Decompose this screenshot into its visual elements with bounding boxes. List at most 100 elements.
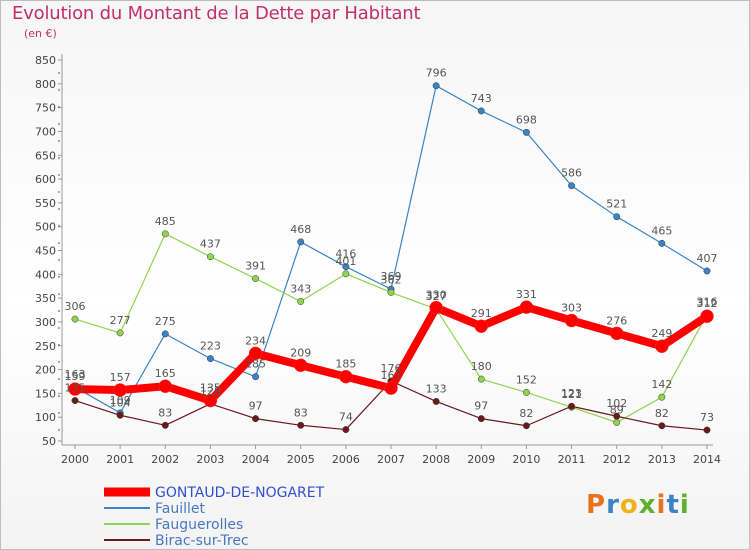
- data-point-fauguerolles: [387, 288, 395, 296]
- logo-letter: i: [679, 490, 690, 520]
- data-point-fauillet: [613, 213, 621, 221]
- data-label-birac-sur-trec: 83: [158, 406, 172, 419]
- data-point-gontaud-de-nogaret: [293, 358, 308, 373]
- data-point-gontaud-de-nogaret: [158, 379, 173, 393]
- data-label-birac-sur-trec: 97: [474, 400, 488, 413]
- data-point-fauillet: [522, 128, 530, 136]
- x-tick-label: 2007: [377, 453, 405, 466]
- x-tick-label: 2000: [61, 453, 89, 466]
- legend-label: GONTAUD-DE-NOGARET: [155, 485, 325, 501]
- data-point-fauillet: [703, 267, 711, 275]
- data-label-gontaud-de-nogaret: 234: [245, 334, 266, 347]
- y-tick-label: 650: [35, 149, 56, 162]
- logo-letter: o: [619, 490, 639, 520]
- logo-letter: i: [656, 490, 667, 520]
- data-label-fauguerolles: 401: [335, 255, 356, 268]
- data-point-fauguerolles: [116, 329, 124, 337]
- data-label-gontaud-de-nogaret: 209: [290, 346, 311, 359]
- data-point-fauillet: [161, 330, 169, 338]
- data-point-fauillet: [342, 263, 350, 271]
- data-label-fauillet: 109: [110, 394, 131, 407]
- data-point-fauguerolles: [252, 275, 260, 283]
- data-point-gontaud-de-nogaret: [68, 382, 82, 396]
- y-tick-label: 700: [35, 125, 56, 138]
- data-point-gontaud-de-nogaret: [384, 381, 398, 395]
- data-label-fauguerolles: 485: [155, 215, 176, 228]
- data-label-fauguerolles: 316: [697, 295, 718, 308]
- data-point-fauillet: [432, 82, 440, 90]
- data-label-birac-sur-trec: 83: [294, 406, 308, 419]
- data-label-fauguerolles: 152: [516, 373, 537, 386]
- y-tick-label: 150: [35, 387, 56, 400]
- data-label-fauillet: 521: [606, 198, 627, 211]
- data-point-fauguerolles: [613, 418, 621, 426]
- data-point-fauguerolles: [161, 230, 169, 238]
- data-label-birac-sur-trec: 74: [339, 411, 353, 424]
- data-label-fauguerolles: 121: [561, 388, 582, 401]
- data-point-gontaud-de-nogaret: [203, 393, 218, 408]
- data-label-fauguerolles: 180: [471, 360, 492, 373]
- y-tick-label: 600: [35, 173, 56, 186]
- data-label-gontaud-de-nogaret: 331: [516, 288, 537, 301]
- data-point-fauillet: [658, 239, 666, 247]
- x-tick-label: 2003: [196, 453, 224, 466]
- data-label-gontaud-de-nogaret: 165: [155, 367, 176, 380]
- data-label-gontaud-de-nogaret: 185: [335, 358, 356, 371]
- y-tick-label: 750: [35, 102, 56, 115]
- data-label-gontaud-de-nogaret: 157: [110, 371, 131, 384]
- data-point-gontaud-de-nogaret: [564, 313, 579, 328]
- data-label-birac-sur-trec: 102: [606, 397, 627, 410]
- proxiti-logo: Proxiti: [586, 490, 690, 520]
- x-tick-label: 2012: [603, 453, 631, 466]
- data-point-birac-sur-trec: [477, 415, 485, 423]
- data-label-fauguerolles: 437: [200, 238, 221, 251]
- data-point-fauguerolles: [297, 298, 305, 305]
- data-label-fauillet: 223: [200, 340, 221, 353]
- x-tick-label: 2008: [422, 453, 450, 466]
- data-point-fauguerolles: [206, 253, 214, 261]
- data-point-birac-sur-trec: [568, 402, 576, 410]
- data-label-fauguerolles: 306: [65, 300, 86, 313]
- data-point-gontaud-de-nogaret: [429, 300, 443, 315]
- data-point-birac-sur-trec: [116, 411, 124, 419]
- data-point-birac-sur-trec: [161, 421, 169, 429]
- data-point-gontaud-de-nogaret: [339, 369, 353, 384]
- data-point-birac-sur-trec: [432, 398, 440, 405]
- y-tick-label: 300: [35, 316, 56, 329]
- x-tick-label: 2010: [512, 453, 540, 466]
- data-point-gontaud-de-nogaret: [655, 339, 669, 353]
- logo-letter: x: [638, 490, 657, 520]
- data-label-birac-sur-trec: 97: [249, 400, 263, 413]
- data-label-gontaud-de-nogaret: 312: [697, 297, 718, 310]
- legend-label: Fauillet: [155, 501, 206, 517]
- y-tick-label: 100: [35, 411, 56, 424]
- y-tick-label: 200: [35, 364, 56, 377]
- data-point-gontaud-de-nogaret: [113, 383, 127, 397]
- data-point-gontaud-de-nogaret: [519, 300, 534, 314]
- data-label-fauguerolles: 89: [610, 403, 624, 416]
- data-label-birac-sur-trec: 135: [65, 382, 86, 395]
- x-tick-label: 2009: [467, 453, 495, 466]
- data-label-gontaud-de-nogaret: 276: [606, 314, 627, 327]
- logo-letter: t: [666, 490, 680, 520]
- y-tick-label: 450: [35, 245, 56, 258]
- data-label-birac-sur-trec: 133: [426, 382, 447, 395]
- data-label-fauguerolles: 343: [290, 282, 311, 295]
- data-point-birac-sur-trec: [703, 426, 711, 434]
- data-point-fauguerolles: [658, 393, 666, 401]
- data-label-gontaud-de-nogaret: 330: [426, 289, 447, 302]
- data-label-fauillet: 586: [561, 167, 582, 180]
- data-label-gontaud-de-nogaret: 159: [65, 370, 86, 383]
- data-label-birac-sur-trec: 104: [110, 396, 131, 409]
- data-label-birac-sur-trec: 82: [519, 407, 533, 420]
- data-label-fauillet: 369: [381, 270, 402, 283]
- data-point-gontaud-de-nogaret: [248, 346, 263, 361]
- chart-subtitle: (en €): [24, 27, 57, 40]
- y-tick-label: 500: [35, 221, 56, 234]
- data-point-fauguerolles: [477, 375, 485, 383]
- x-tick-label: 2006: [332, 453, 360, 466]
- data-point-gontaud-de-nogaret: [609, 326, 624, 341]
- y-tick-label: 850: [35, 54, 56, 67]
- data-label-fauillet: 698: [516, 113, 537, 126]
